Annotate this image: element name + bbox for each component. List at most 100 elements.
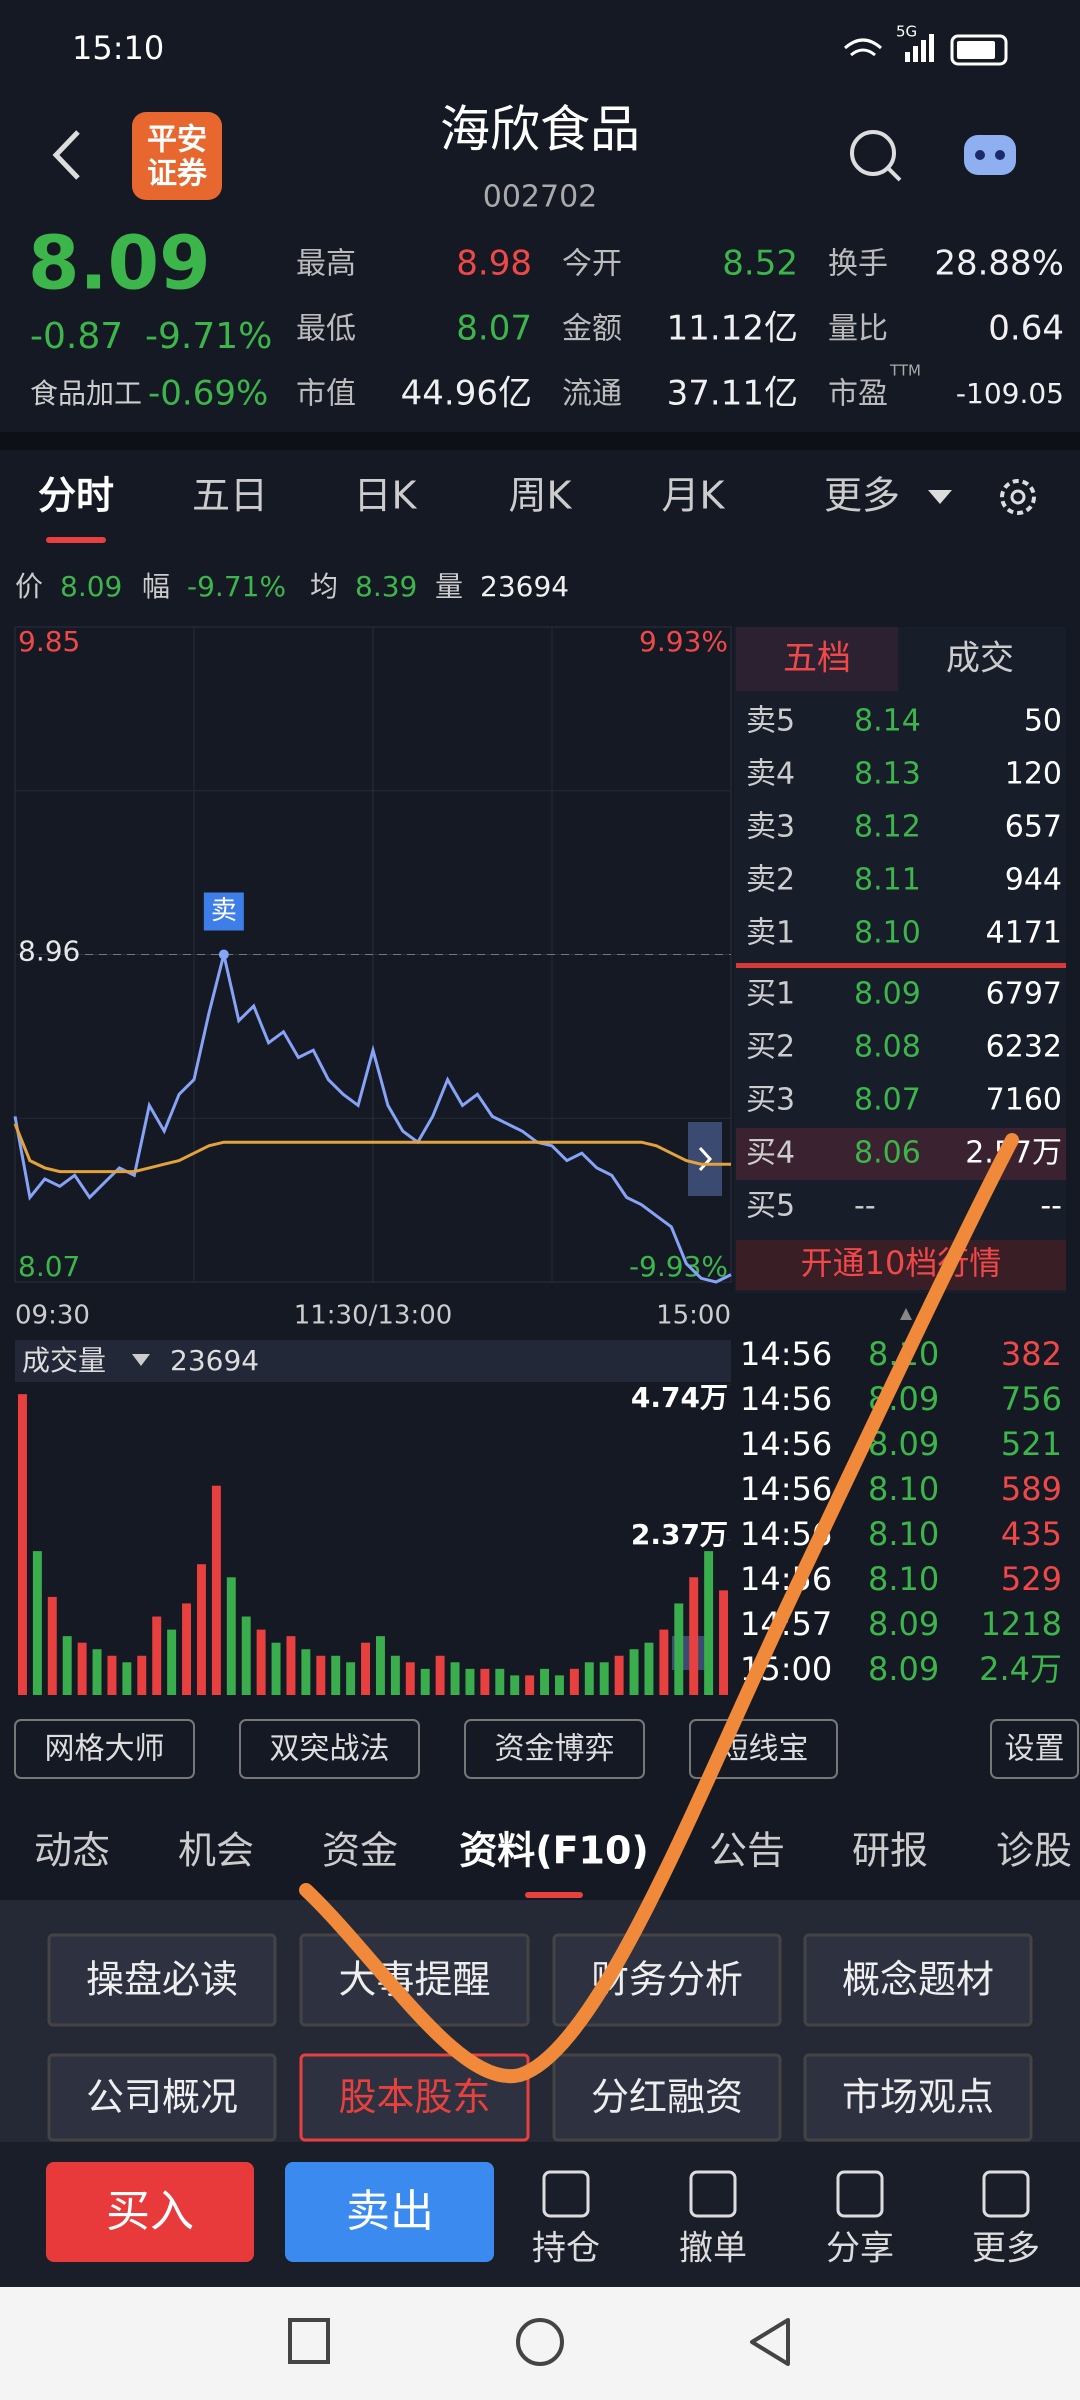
bar-icon[interactable] <box>982 2170 1030 2218</box>
search-icon[interactable] <box>850 130 896 176</box>
chart-tab[interactable]: 更多 <box>824 474 900 518</box>
y2-tick-label: 9.93% <box>639 625 728 658</box>
chart-tab[interactable]: 日K <box>354 474 418 518</box>
signal-icon <box>929 34 934 62</box>
volume-bar <box>644 1642 654 1695</box>
tool-button[interactable] <box>464 1719 645 1779</box>
book-divider <box>736 963 1066 968</box>
volume-bar <box>122 1662 132 1695</box>
chart-tab[interactable]: 分时 <box>38 474 114 518</box>
bar-label[interactable]: 分享 <box>826 2229 894 2269</box>
stat-label: 换手 <box>828 247 888 282</box>
trade-volume: 529 <box>1001 1560 1062 1598</box>
volume-bar <box>346 1662 356 1695</box>
volume-bar <box>614 1655 624 1695</box>
sector: 食品加工 <box>30 377 142 410</box>
f10-button[interactable] <box>299 1933 530 2027</box>
tab-underline <box>46 537 106 543</box>
bar-label[interactable]: 持仓 <box>532 2229 600 2269</box>
nav-recent[interactable] <box>288 2318 330 2364</box>
back-button[interactable] <box>52 130 80 180</box>
stat-value: 37.11亿 <box>667 374 798 414</box>
bar-icon[interactable] <box>836 2170 884 2218</box>
f10-label[interactable]: 概念题材 <box>842 1958 994 2002</box>
tool-label[interactable]: 设置 <box>1005 1732 1065 1767</box>
collapse-button[interactable] <box>688 1122 722 1196</box>
sell-label[interactable]: 卖出 <box>346 2186 434 2237</box>
f10-label[interactable]: 分红融资 <box>591 2075 743 2119</box>
volume-bar <box>584 1662 594 1695</box>
section-tab[interactable]: 资金 <box>322 1829 398 1873</box>
volume-bar <box>525 1675 535 1695</box>
f10-label[interactable]: 股本股东 <box>338 2075 490 2119</box>
f10-button[interactable] <box>299 2053 530 2142</box>
volume-bar <box>450 1662 460 1695</box>
tool-label[interactable]: 资金博弈 <box>495 1732 615 1767</box>
section-tab[interactable]: 诊股 <box>996 1829 1072 1873</box>
book-label: 卖2 <box>746 863 795 898</box>
robot-icon[interactable] <box>964 135 1016 175</box>
trade-volume: 382 <box>1001 1335 1062 1373</box>
tool-button[interactable] <box>689 1719 838 1779</box>
chart-tab[interactable]: 五日 <box>192 474 268 518</box>
bar-icon[interactable] <box>689 2170 737 2218</box>
f10-label[interactable]: 大事提醒 <box>338 1958 490 2002</box>
bar-icon[interactable] <box>542 2170 590 2218</box>
f10-label[interactable]: 市场观点 <box>842 2075 994 2119</box>
book-label: 买3 <box>746 1083 795 1118</box>
annotation-dot <box>218 949 229 960</box>
tool-button[interactable] <box>239 1719 420 1779</box>
trade-volume: 589 <box>1001 1470 1062 1508</box>
settings-icon[interactable] <box>1000 479 1036 515</box>
volume-bar <box>241 1616 251 1695</box>
sell-button[interactable] <box>285 2162 494 2262</box>
f10-button[interactable] <box>803 2053 1033 2142</box>
section-tab[interactable]: 资料(F10) <box>459 1829 649 1873</box>
f10-button[interactable] <box>552 2053 782 2142</box>
orderbook-tab[interactable]: 五档 <box>783 639 851 679</box>
section-tab[interactable]: 动态 <box>34 1829 110 1873</box>
bar-label[interactable]: 撤单 <box>679 2229 747 2269</box>
section-tab[interactable]: 研报 <box>852 1829 928 1873</box>
f10-label[interactable]: 操盘必读 <box>86 1958 238 2002</box>
stat-value: 8.07 <box>456 309 532 349</box>
tool-label[interactable]: 双突战法 <box>270 1732 390 1767</box>
sector-pct: -0.69% <box>148 374 268 414</box>
f10-button[interactable] <box>47 1933 277 2027</box>
f10-button[interactable] <box>47 2053 277 2142</box>
book-price: 8.14 <box>854 704 921 739</box>
scroll-arrow <box>900 1308 912 1320</box>
signal-icon <box>921 40 926 62</box>
tool-button[interactable] <box>990 1719 1079 1779</box>
trade-price: 8.09 <box>868 1605 939 1643</box>
orderbook-tab[interactable]: 成交 <box>946 639 1014 679</box>
upgrade-text[interactable]: 开通10档行情 <box>801 1244 1002 1282</box>
nav-back[interactable] <box>750 2318 790 2366</box>
stat-label: 今开 <box>562 247 622 282</box>
f10-label[interactable]: 公司概况 <box>86 2075 238 2119</box>
tool-button[interactable] <box>14 1719 195 1779</box>
upgrade-button[interactable] <box>736 1240 1066 1290</box>
chart-tab[interactable]: 月K <box>662 474 726 518</box>
y-tick-label: 2.37万 <box>631 1518 728 1551</box>
f10-button[interactable] <box>552 1933 782 2027</box>
buy-label[interactable]: 买入 <box>106 2186 194 2237</box>
section-tab[interactable]: 公告 <box>709 1829 785 1873</box>
stat-label: 流通 <box>562 377 622 412</box>
book-label: 买2 <box>746 1030 795 1065</box>
book-price: 8.08 <box>854 1030 921 1065</box>
orderbook-bg <box>734 627 1066 1293</box>
more-arrow <box>928 490 952 504</box>
battery-icon <box>950 34 1008 66</box>
bar-label[interactable]: 更多 <box>972 2229 1040 2269</box>
stat-sup: TTM <box>889 362 921 380</box>
trade-volume: 756 <box>1001 1380 1062 1418</box>
chart-tab[interactable]: 周K <box>509 474 573 518</box>
stat-label: 金额 <box>562 312 622 347</box>
nav-home[interactable] <box>516 2318 564 2366</box>
tool-label[interactable]: 网格大师 <box>45 1732 165 1767</box>
section-tab[interactable]: 机会 <box>178 1829 254 1873</box>
f10-button[interactable] <box>803 1933 1033 2027</box>
buy-button[interactable] <box>46 2162 254 2262</box>
volume-bar <box>331 1655 341 1695</box>
